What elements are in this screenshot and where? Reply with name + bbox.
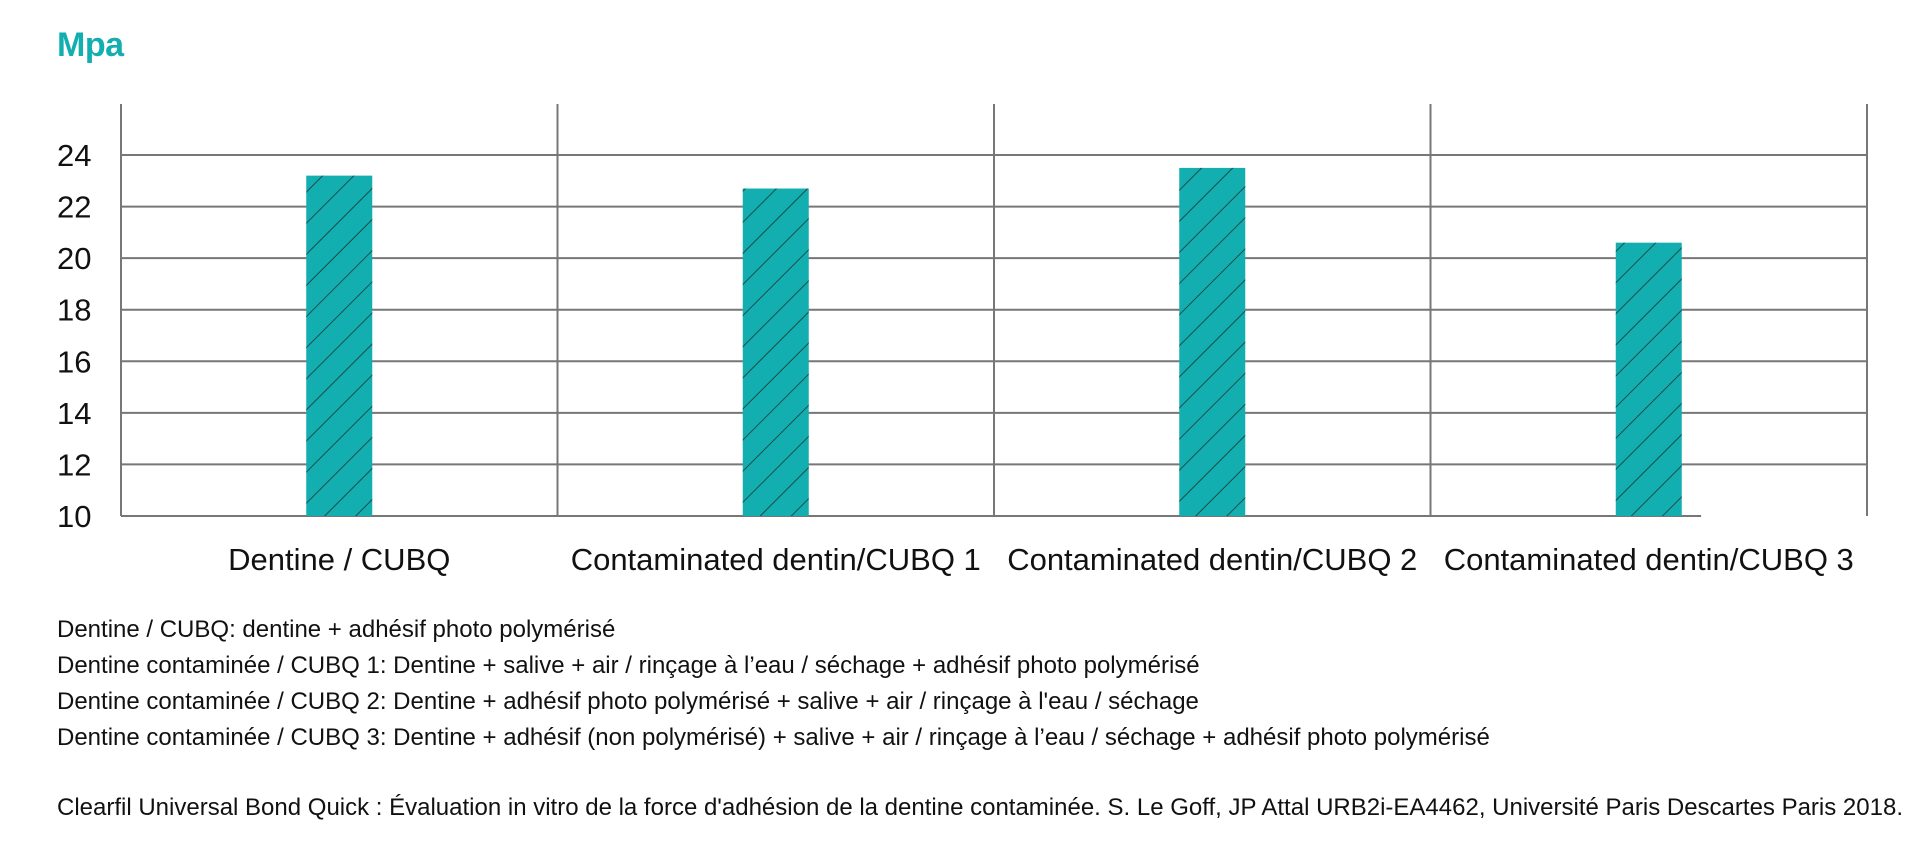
bar bbox=[1615, 242, 1682, 516]
category-label: Contaminated dentin/CUBQ 1 bbox=[571, 542, 981, 577]
legend-notes: Dentine / CUBQ: dentine + adhésif photo … bbox=[57, 612, 1490, 756]
category-label: Contaminated dentin/CUBQ 3 bbox=[1444, 542, 1854, 577]
bar bbox=[742, 188, 809, 516]
category-label: Contaminated dentin/CUBQ 2 bbox=[1007, 542, 1417, 577]
y-tick-label: 22 bbox=[57, 190, 91, 225]
source-citation: Clearfil Universal Bond Quick : Évaluati… bbox=[57, 794, 1903, 821]
bar-chart: 10 12 14 16 18 20 22 24 Dentine / CUBQ Contamina… bbox=[57, 104, 1868, 577]
note-line: Dentine contaminée / CUBQ 2: Dentine + a… bbox=[57, 688, 1199, 715]
y-tick-label: 24 bbox=[57, 138, 91, 173]
category-labels: Dentine / CUBQ Contaminated dentin/CUBQ 1… bbox=[228, 542, 1854, 577]
y-tick-label: 20 bbox=[57, 241, 91, 276]
note-line: Dentine contaminée / CUBQ 3: Dentine + a… bbox=[57, 724, 1490, 751]
y-axis-label: Mpa bbox=[57, 26, 124, 64]
bar bbox=[1179, 167, 1246, 516]
y-tick-labels: 10 12 14 16 18 20 22 24 bbox=[57, 138, 91, 534]
y-tick-label: 12 bbox=[57, 447, 91, 482]
y-tick-label: 10 bbox=[57, 499, 91, 534]
bars bbox=[306, 167, 1682, 516]
y-tick-label: 14 bbox=[57, 396, 91, 431]
note-line: Dentine contaminée / CUBQ 1: Dentine + s… bbox=[57, 652, 1200, 679]
category-label: Dentine / CUBQ bbox=[228, 542, 450, 577]
grid-lines bbox=[120, 104, 1868, 517]
bar bbox=[306, 175, 373, 516]
y-tick-label: 18 bbox=[57, 293, 91, 328]
note-line: Dentine / CUBQ: dentine + adhésif photo … bbox=[57, 616, 616, 643]
y-tick-label: 16 bbox=[57, 344, 91, 379]
